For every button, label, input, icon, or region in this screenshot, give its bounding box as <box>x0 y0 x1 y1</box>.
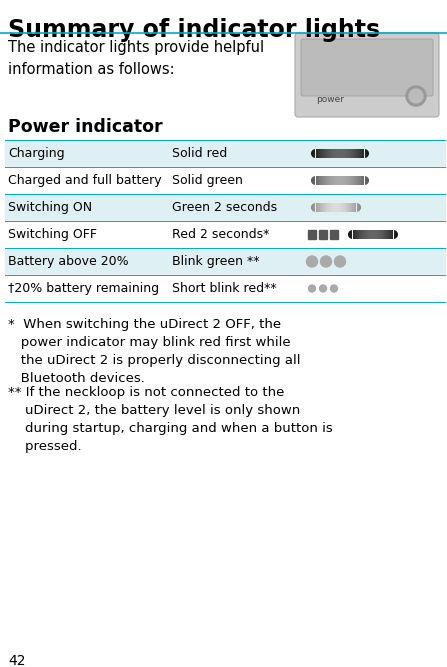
Text: power: power <box>316 95 344 104</box>
Text: 42: 42 <box>8 654 25 667</box>
Text: *  When switching the uDirect 2 OFF, the
   power indicator may blink red ﬁrst w: * When switching the uDirect 2 OFF, the … <box>8 318 300 385</box>
Text: Switching ON: Switching ON <box>8 201 92 214</box>
Text: ** If the neckloop is not connected to the
    uDirect 2, the battery level is o: ** If the neckloop is not connected to t… <box>8 386 333 453</box>
Text: Solid red: Solid red <box>172 147 227 160</box>
FancyBboxPatch shape <box>301 39 433 96</box>
Circle shape <box>308 285 316 292</box>
Bar <box>5 194 445 221</box>
Bar <box>5 140 445 167</box>
Text: Battery above 20%: Battery above 20% <box>8 255 129 268</box>
Text: †20% battery remaining: †20% battery remaining <box>8 282 159 295</box>
Bar <box>5 275 445 302</box>
Text: Power indicator: Power indicator <box>8 118 163 136</box>
Text: Solid green: Solid green <box>172 174 243 187</box>
Circle shape <box>307 256 317 267</box>
Text: Short blink red**: Short blink red** <box>172 282 277 295</box>
Text: Summary of indicator lights: Summary of indicator lights <box>8 18 380 42</box>
Text: Blink green **: Blink green ** <box>172 255 260 268</box>
Circle shape <box>406 86 426 106</box>
Circle shape <box>409 89 423 103</box>
Circle shape <box>330 285 337 292</box>
Bar <box>5 248 445 275</box>
Bar <box>319 230 327 239</box>
Circle shape <box>334 256 346 267</box>
Text: Switching OFF: Switching OFF <box>8 228 97 241</box>
Text: Green 2 seconds: Green 2 seconds <box>172 201 277 214</box>
Bar <box>5 221 445 248</box>
Bar <box>308 230 316 239</box>
Bar <box>330 230 338 239</box>
Text: Charging: Charging <box>8 147 65 160</box>
Text: The indicator lights provide helpful
information as follows:: The indicator lights provide helpful inf… <box>8 40 264 77</box>
Text: Charged and full battery: Charged and full battery <box>8 174 162 187</box>
Circle shape <box>320 285 326 292</box>
Circle shape <box>320 256 332 267</box>
Text: Red 2 seconds*: Red 2 seconds* <box>172 228 270 241</box>
FancyBboxPatch shape <box>295 33 439 117</box>
Bar <box>5 167 445 194</box>
